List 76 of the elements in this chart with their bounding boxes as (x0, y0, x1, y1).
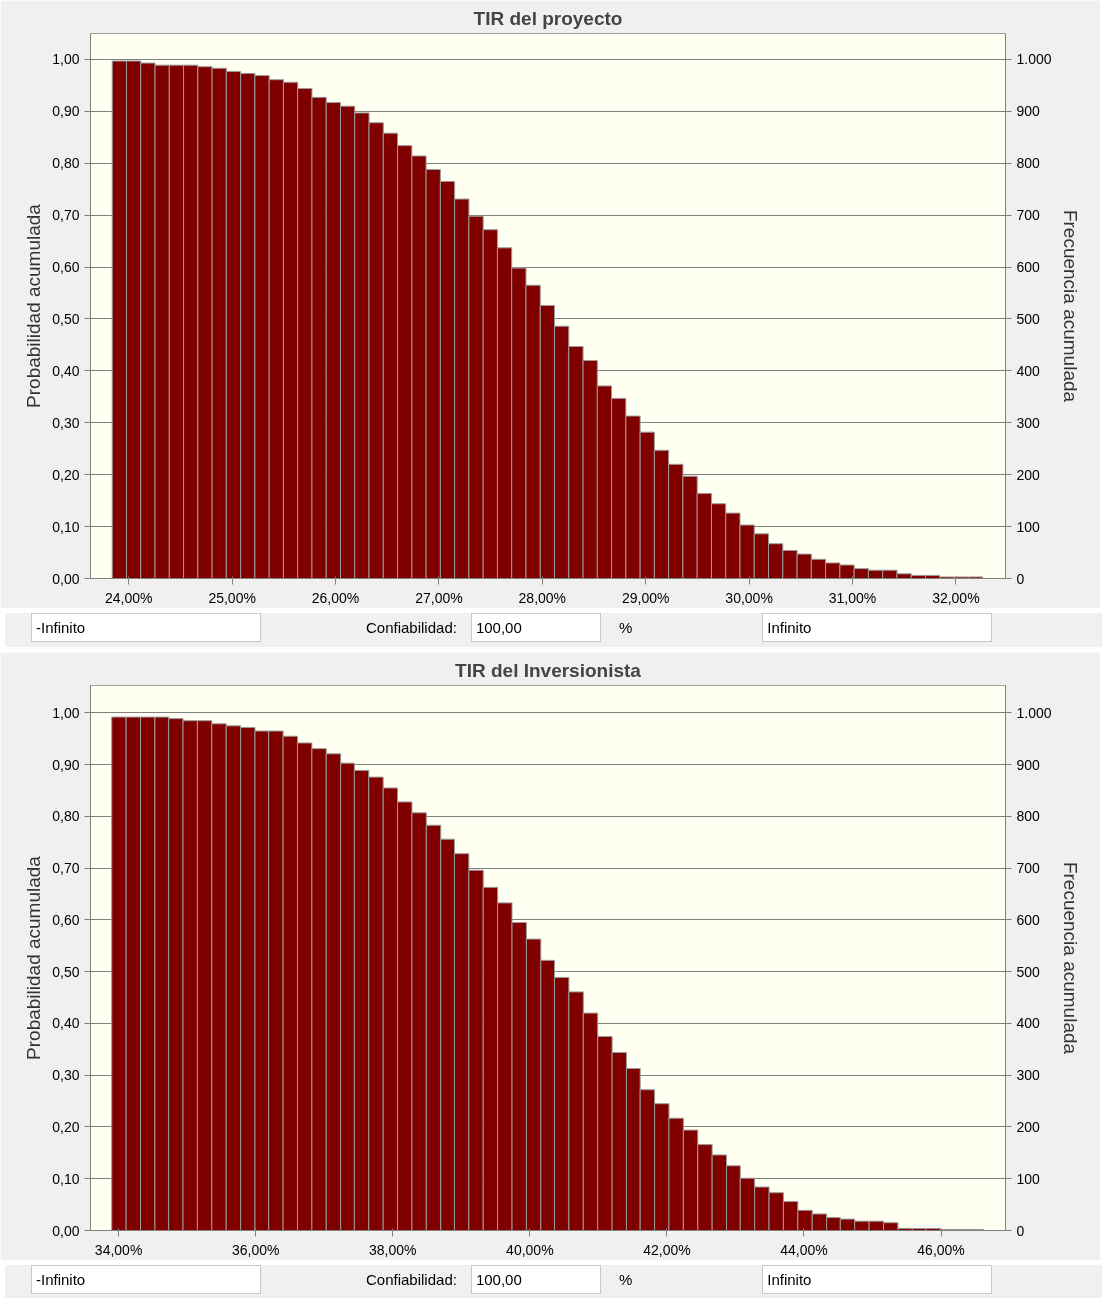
x-tick-label: 46,00% (917, 1241, 965, 1258)
y-tick-label: 0,90 (52, 756, 80, 773)
x-tick-label: 25,00% (208, 589, 256, 606)
x-tick-label: 40,00% (506, 1241, 554, 1258)
y-tick-label: 0,50 (52, 963, 80, 980)
y2-tick-label: 200 (1016, 1118, 1041, 1135)
y2-tick-label: 900 (1016, 756, 1041, 773)
x-tick-label: 42,00% (643, 1241, 691, 1258)
y-tick-label: 0,40 (52, 1015, 80, 1032)
x-tick-label: 31,00% (828, 589, 877, 606)
y2-tick-label: 100 (1016, 518, 1041, 535)
text: 100,00 (470, 613, 601, 643)
text: -Infinito (31, 1265, 261, 1295)
y-tick-label: 0,00 (52, 570, 80, 587)
x-tick-label: 30,00% (725, 589, 773, 606)
y2-tick-label: 900 (1016, 103, 1041, 120)
y2-tick-label: 700 (1016, 207, 1041, 224)
chart-title: TIR del Inversionista (455, 659, 642, 681)
y2-tick-label: 1.000 (1016, 51, 1052, 68)
y2-tick-label: 400 (1016, 362, 1041, 379)
x-tick-label: 44,00% (780, 1241, 828, 1258)
y-tick-label: 0,90 (52, 103, 80, 120)
x-tick-label: 28,00% (518, 589, 567, 606)
y-tick-label: 0,10 (52, 518, 80, 535)
y-tick-label: 0,30 (52, 414, 80, 431)
y2-tick-label: 500 (1016, 963, 1041, 980)
y2-axis-title: Frecuencia acumulada (1059, 861, 1081, 1055)
y-axis-title: Probabilidad acumulada (23, 855, 45, 1060)
y-tick-label: 1,00 (52, 704, 80, 721)
y2-tick-label: 300 (1016, 414, 1041, 431)
y-tick-label: 0,20 (52, 466, 80, 483)
x-tick-label: 36,00% (231, 1241, 280, 1258)
y-tick-label: 0,70 (52, 207, 80, 224)
x-tick-label: 38,00% (369, 1241, 417, 1258)
y-tick-label: 0,20 (52, 1118, 80, 1135)
x-tick-label: 26,00% (311, 589, 360, 606)
text: -Infinito (31, 613, 261, 643)
y-tick-label: 0,00 (52, 1222, 80, 1239)
y2-tick-label: 700 (1016, 860, 1041, 877)
text: % (618, 1270, 633, 1290)
y-tick-label: 0,70 (52, 860, 80, 877)
y2-tick-label: 1.000 (1016, 704, 1052, 721)
y-axis-title: Probabilidad acumulada (23, 203, 45, 408)
text: 100,00 (470, 1265, 601, 1295)
y2-tick-label: 600 (1016, 259, 1041, 276)
y-tick-label: 1,00 (52, 51, 80, 68)
y2-tick-label: 600 (1016, 911, 1041, 928)
y2-tick-label: 200 (1016, 466, 1041, 483)
y-tick-label: 0,10 (52, 1170, 80, 1187)
x-tick-label: 32,00% (932, 589, 980, 606)
y2-tick-label: 100 (1016, 1170, 1041, 1187)
y-tick-label: 0,80 (52, 155, 80, 172)
y2-tick-label: 500 (1016, 310, 1041, 327)
y2-tick-label: 400 (1016, 1015, 1041, 1032)
text: Infinito (762, 613, 993, 643)
text: Confiabilidad: (366, 1270, 457, 1290)
text: Infinito (762, 1265, 993, 1295)
x-tick-label: 27,00% (415, 589, 463, 606)
y-tick-label: 0,60 (52, 911, 80, 928)
y2-tick-label: 0 (1016, 570, 1025, 587)
text: Confiabilidad: (366, 618, 457, 638)
x-tick-label: 34,00% (94, 1241, 143, 1258)
y-tick-label: 0,30 (52, 1067, 80, 1084)
y2-tick-label: 800 (1016, 808, 1041, 825)
y-tick-label: 0,50 (52, 310, 80, 327)
text: % (618, 618, 633, 638)
y2-tick-label: 0 (1016, 1222, 1025, 1239)
y-tick-label: 0,40 (52, 362, 80, 379)
chart-title: TIR del proyecto (473, 7, 623, 29)
y-tick-label: 0,60 (52, 259, 80, 276)
y2-tick-label: 300 (1016, 1067, 1041, 1084)
y-tick-label: 0,80 (52, 808, 80, 825)
x-tick-label: 24,00% (105, 589, 153, 606)
y2-tick-label: 800 (1016, 155, 1041, 172)
x-tick-label: 29,00% (621, 589, 670, 606)
y2-axis-title: Frecuencia acumulada (1059, 209, 1081, 403)
